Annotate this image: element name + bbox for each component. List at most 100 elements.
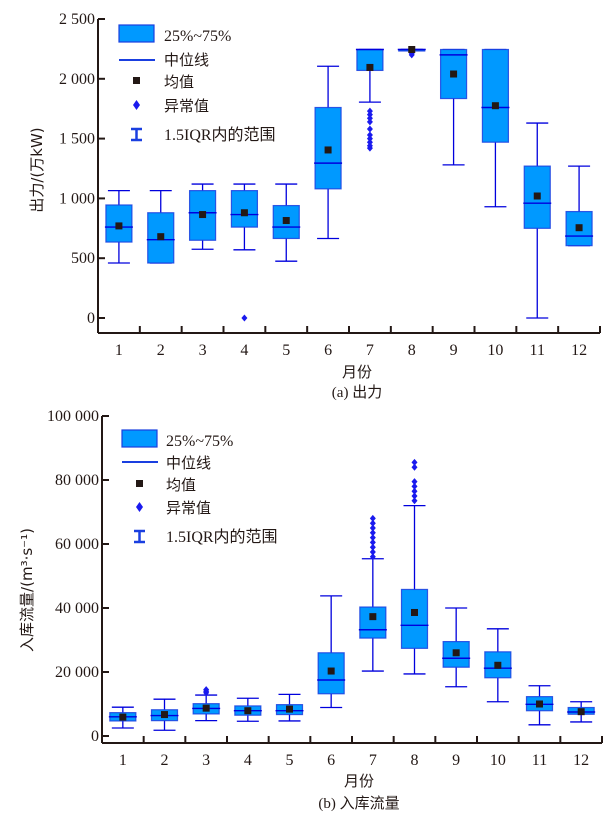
outlier-point [241,314,248,322]
mean-marker [327,667,335,675]
iqr-box [230,190,259,228]
mean-marker [199,211,207,219]
mean-marker [369,613,377,621]
legend-box-swatch [121,429,158,448]
mean-marker [286,705,293,713]
box-month-8 [400,458,429,675]
mean-marker [202,704,210,712]
mean-marker [577,708,585,716]
y-tick-label: 2 500 [59,11,95,28]
outlier-point [369,524,376,532]
mean-marker [282,217,290,225]
legend-whisker-swatch [131,127,142,142]
legend-outlier-swatch [133,100,140,110]
x-tick-label: 9 [450,342,458,359]
mean-marker [536,700,543,708]
legend-mean-swatch [133,77,140,84]
x-tick-label: 1 [119,752,127,769]
box-month-2 [150,698,179,731]
mean-marker [240,209,248,217]
outlier-point [411,487,418,495]
iqr-box [400,588,429,649]
chart-output-legend: 25%~75% 中位线 均值 异常值 1.5IQR内的范围 [118,24,276,144]
x-tick-label: 10 [487,342,503,359]
iqr-box [147,212,175,264]
legend-label-whisker: 1.5IQR内的范围 [166,528,278,546]
legend-label-box: 25%~75% [166,433,233,450]
x-tick-label: 6 [324,342,332,359]
x-tick-label: 5 [282,342,290,359]
x-tick-label: 8 [408,342,416,359]
outlier-point [408,51,415,59]
chart-output-caption: (a) 出力 [332,384,382,401]
box-month-1 [108,706,137,729]
outlier-point [366,138,373,146]
mean-marker [119,713,127,721]
box-month-2 [146,189,175,264]
outlier-point [366,131,373,139]
box-month-7 [355,48,384,152]
x-tick-label: 12 [573,752,589,769]
x-tick-label: 11 [530,342,545,359]
box-month-5 [275,693,304,722]
mean-marker [411,608,418,616]
legend-label-mean: 均值 [164,73,194,91]
chart-output-marks [104,45,594,322]
outlier-point [369,534,376,542]
box-month-12 [567,701,596,723]
outlier-point [203,686,210,694]
mean-marker [533,192,541,200]
x-tick-label: 7 [369,752,377,769]
box-month-9 [442,607,471,688]
mean-marker [157,233,165,241]
outlier-point [411,463,418,471]
box-month-4 [230,183,259,322]
y-tick-label: 1 500 [59,131,95,148]
box-month-9 [439,48,468,166]
box-month-4 [233,697,262,722]
x-tick-label: 3 [199,342,207,359]
mean-marker [494,661,502,669]
y-tick-label: 80 000 [55,472,99,489]
legend-box-swatch [118,24,155,43]
mean-marker [408,45,416,53]
legend-mean-swatch [136,480,143,487]
outlier-point [366,125,373,133]
y-tick-label: 40 000 [55,600,99,617]
y-tick-label: 0 [87,310,95,327]
mean-marker [575,224,583,232]
y-tick-label: 0 [91,728,99,745]
outlier-point [411,458,418,466]
x-tick-label: 1 [115,342,123,359]
legend-label-outlier: 异常值 [166,499,211,517]
outlier-point [366,107,373,115]
outlier-point [366,135,373,143]
x-tick-label: 4 [244,752,252,769]
legend-label-box: 25%~75% [164,28,231,45]
box-month-11 [525,685,554,726]
y-tick-label: 60 000 [55,536,99,553]
outlier-point [369,553,376,561]
chart-output-xlabel: 月份 [342,363,372,381]
box-month-10 [481,48,510,208]
box-month-11 [523,122,552,319]
outlier-point [369,543,376,551]
mean-marker [324,146,332,154]
legend-label-mean: 均值 [166,476,196,494]
box-month-6 [314,65,343,240]
box-month-5 [272,183,301,262]
mean-marker [452,649,460,657]
box-month-6 [317,595,346,709]
chart-inflow-caption: (b) 入库流量 [318,795,399,812]
legend-label-whisker: 1.5IQR内的范围 [164,126,276,144]
mean-marker [244,707,252,715]
mean-marker [115,222,123,230]
outlier-point [411,482,418,490]
y-tick-label: 500 [71,250,95,267]
x-tick-label: 3 [202,752,210,769]
iqr-box [359,606,387,639]
